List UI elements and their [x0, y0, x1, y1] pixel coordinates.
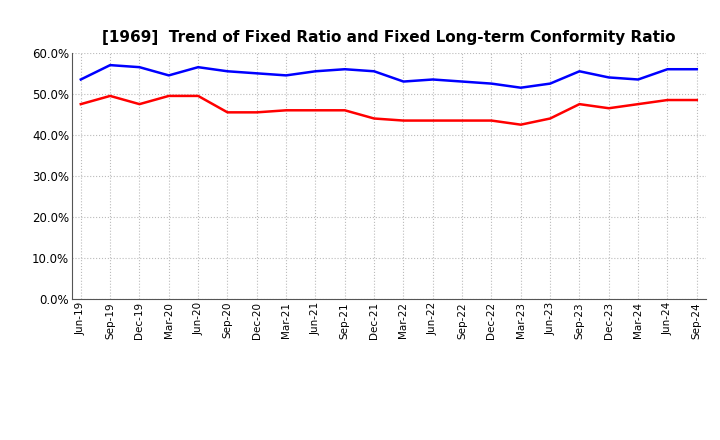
Fixed Ratio: [399, 79, 408, 84]
Fixed Long-term Conformity Ratio: [428, 118, 437, 123]
Fixed Ratio: [311, 69, 320, 74]
Fixed Long-term Conformity Ratio: [370, 116, 379, 121]
Fixed Ratio: [106, 62, 114, 68]
Fixed Long-term Conformity Ratio: [194, 93, 202, 99]
Fixed Ratio: [194, 65, 202, 70]
Fixed Ratio: [634, 77, 642, 82]
Fixed Ratio: [164, 73, 173, 78]
Fixed Long-term Conformity Ratio: [487, 118, 496, 123]
Fixed Ratio: [76, 77, 85, 82]
Fixed Ratio: [516, 85, 525, 90]
Fixed Long-term Conformity Ratio: [399, 118, 408, 123]
Fixed Long-term Conformity Ratio: [634, 102, 642, 107]
Fixed Ratio: [605, 75, 613, 80]
Fixed Ratio: [253, 71, 261, 76]
Fixed Long-term Conformity Ratio: [458, 118, 467, 123]
Fixed Ratio: [341, 66, 349, 72]
Fixed Long-term Conformity Ratio: [76, 102, 85, 107]
Fixed Ratio: [487, 81, 496, 86]
Fixed Long-term Conformity Ratio: [311, 108, 320, 113]
Fixed Long-term Conformity Ratio: [693, 97, 701, 103]
Fixed Long-term Conformity Ratio: [282, 108, 290, 113]
Fixed Ratio: [282, 73, 290, 78]
Line: Fixed Ratio: Fixed Ratio: [81, 65, 697, 88]
Title: [1969]  Trend of Fixed Ratio and Fixed Long-term Conformity Ratio: [1969] Trend of Fixed Ratio and Fixed Lo…: [102, 29, 675, 45]
Line: Fixed Long-term Conformity Ratio: Fixed Long-term Conformity Ratio: [81, 96, 697, 125]
Fixed Ratio: [458, 79, 467, 84]
Fixed Ratio: [428, 77, 437, 82]
Fixed Long-term Conformity Ratio: [106, 93, 114, 99]
Fixed Long-term Conformity Ratio: [223, 110, 232, 115]
Fixed Long-term Conformity Ratio: [546, 116, 554, 121]
Fixed Ratio: [223, 69, 232, 74]
Fixed Long-term Conformity Ratio: [516, 122, 525, 127]
Fixed Ratio: [575, 69, 584, 74]
Fixed Ratio: [370, 69, 379, 74]
Fixed Ratio: [693, 66, 701, 72]
Fixed Long-term Conformity Ratio: [663, 97, 672, 103]
Fixed Ratio: [663, 66, 672, 72]
Fixed Long-term Conformity Ratio: [135, 102, 144, 107]
Fixed Long-term Conformity Ratio: [341, 108, 349, 113]
Fixed Long-term Conformity Ratio: [253, 110, 261, 115]
Fixed Long-term Conformity Ratio: [575, 102, 584, 107]
Fixed Ratio: [546, 81, 554, 86]
Fixed Long-term Conformity Ratio: [605, 106, 613, 111]
Fixed Long-term Conformity Ratio: [164, 93, 173, 99]
Fixed Ratio: [135, 65, 144, 70]
